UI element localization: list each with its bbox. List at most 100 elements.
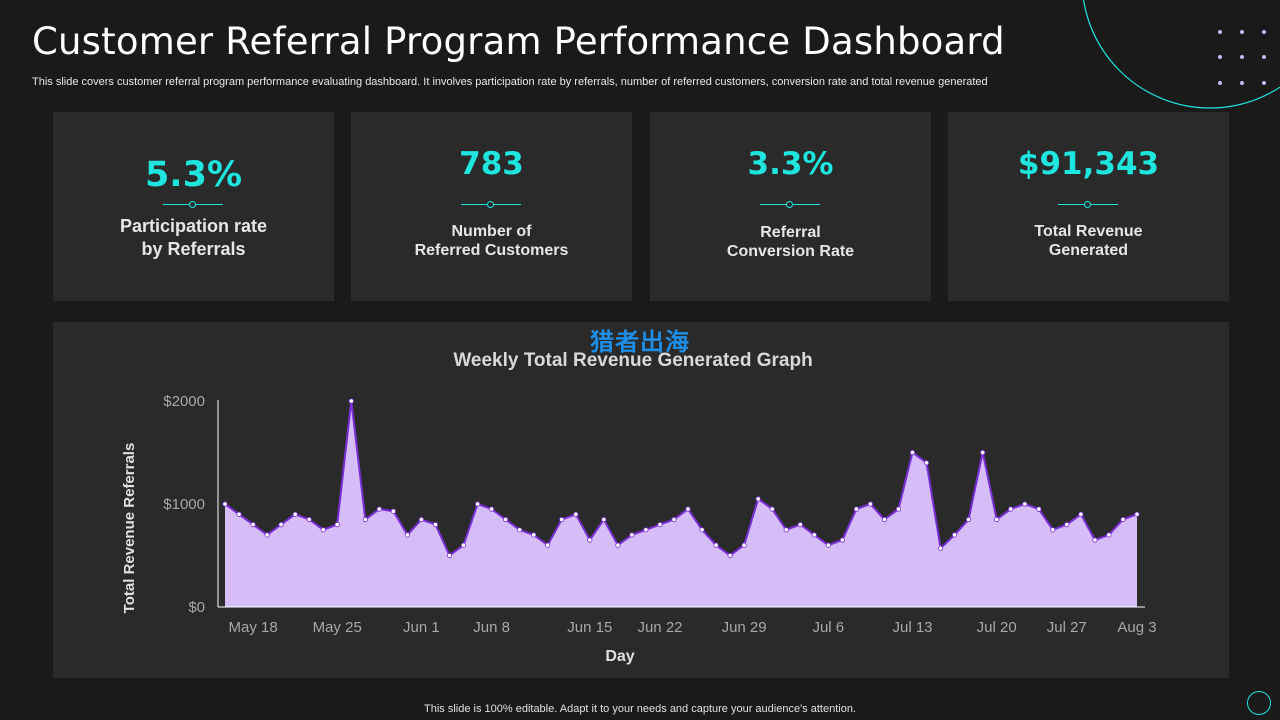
data-point xyxy=(502,516,509,523)
data-point xyxy=(1106,532,1112,538)
footer-note: This slide is 100% editable. Adapt it to… xyxy=(424,703,856,715)
kpi-separator xyxy=(1058,201,1118,209)
series-area xyxy=(225,401,1137,607)
data-point xyxy=(446,552,453,559)
chart-panel xyxy=(53,322,1229,678)
data-point xyxy=(264,532,270,538)
data-point xyxy=(404,532,410,538)
kpi-separator xyxy=(760,201,820,209)
watermark-text: 猎者出海 xyxy=(590,329,690,356)
data-point xyxy=(825,542,831,548)
kpi-card-referred-customers: 783 Number of Referred Customers xyxy=(351,112,632,301)
data-point xyxy=(937,545,944,551)
data-point xyxy=(1036,506,1042,512)
data-point xyxy=(994,516,1000,523)
data-point xyxy=(516,527,523,533)
data-point xyxy=(727,552,733,559)
kpi-label: Number of Referred Customers xyxy=(414,223,569,259)
data-point xyxy=(1022,501,1028,507)
kpi-value: 783 xyxy=(459,146,524,182)
x-tick-label: Jul 6 xyxy=(812,619,844,636)
data-point xyxy=(1078,511,1084,517)
data-point xyxy=(755,496,761,502)
x-tick-label: Jun 8 xyxy=(473,619,510,636)
data-point xyxy=(1134,511,1140,517)
data-point xyxy=(783,527,789,533)
kpi-value: $91,343 xyxy=(1017,146,1160,182)
data-point xyxy=(601,516,607,523)
data-point xyxy=(348,398,354,404)
x-tick-label: May 25 xyxy=(313,619,362,636)
data-point xyxy=(488,506,495,512)
data-point xyxy=(250,521,256,528)
x-tick-label: Aug 3 xyxy=(1117,619,1156,636)
data-point xyxy=(923,460,930,466)
data-point xyxy=(334,521,340,528)
data-point xyxy=(671,516,677,523)
data-point xyxy=(713,542,719,548)
kpi-card-participation-rate: 5.3% Participation rate by Referrals xyxy=(53,112,334,301)
data-point xyxy=(965,516,972,523)
kpi-separator xyxy=(163,201,223,209)
data-point xyxy=(278,521,284,528)
circle-icon xyxy=(1247,691,1271,715)
kpi-label: Referral Conversion Rate xyxy=(726,224,855,260)
data-point xyxy=(418,516,424,523)
page-subtitle: This slide covers customer referral prog… xyxy=(32,76,988,88)
data-point xyxy=(615,542,621,548)
x-axis-label: Day xyxy=(605,648,634,665)
data-point xyxy=(881,516,888,523)
x-tick-label: Jun 15 xyxy=(567,619,612,636)
data-point xyxy=(376,506,382,512)
x-tick-label: Jun 1 xyxy=(403,619,440,636)
data-point xyxy=(292,511,298,517)
data-point xyxy=(980,449,986,456)
x-tick-label: Jul 20 xyxy=(977,619,1017,636)
data-point xyxy=(797,521,803,528)
data-point xyxy=(839,537,846,543)
data-point xyxy=(811,532,817,538)
data-point xyxy=(629,532,635,538)
data-point xyxy=(643,527,649,533)
data-point xyxy=(1092,537,1098,543)
data-point xyxy=(1064,521,1070,528)
kpi-card-total-revenue: $91,343 Total Revenue Generated xyxy=(948,112,1229,301)
kpi-separator xyxy=(461,201,521,209)
data-point xyxy=(432,521,439,528)
data-point xyxy=(741,542,747,548)
data-point xyxy=(699,527,705,533)
y-tick-label: $0 xyxy=(188,599,205,616)
kpi-label: Participation rate by Referrals xyxy=(119,216,268,259)
data-point xyxy=(545,542,551,548)
x-tick-label: Jul 27 xyxy=(1047,619,1087,636)
data-point xyxy=(895,506,902,512)
data-point xyxy=(474,501,481,507)
page-title: Customer Referral Program Performance Da… xyxy=(32,20,1005,63)
data-point xyxy=(460,542,467,548)
data-point xyxy=(909,449,916,456)
kpi-card-conversion-rate: 3.3% Referral Conversion Rate xyxy=(650,112,931,301)
data-point xyxy=(362,516,368,523)
data-point xyxy=(222,501,228,507)
y-tick-label: $1000 xyxy=(163,496,205,513)
kpi-value: 3.3% xyxy=(747,146,834,182)
data-point xyxy=(236,511,242,517)
kpi-label: Total Revenue Generated xyxy=(1034,223,1143,259)
data-point xyxy=(531,532,537,538)
chart-title: Weekly Total Revenue Generated Graph xyxy=(453,350,812,371)
x-tick-label: Jul 13 xyxy=(892,619,932,636)
data-point xyxy=(1050,527,1056,533)
x-tick-label: Jun 22 xyxy=(637,619,682,636)
data-point xyxy=(951,532,958,538)
data-point xyxy=(853,506,860,512)
data-point xyxy=(867,501,874,507)
data-point xyxy=(320,527,326,533)
data-point xyxy=(1008,506,1014,512)
data-point xyxy=(573,511,579,517)
kpi-value: 5.3% xyxy=(144,155,243,195)
data-point xyxy=(657,521,663,528)
x-tick-label: May 18 xyxy=(228,619,277,636)
data-point xyxy=(1120,516,1126,523)
data-point xyxy=(559,516,565,523)
